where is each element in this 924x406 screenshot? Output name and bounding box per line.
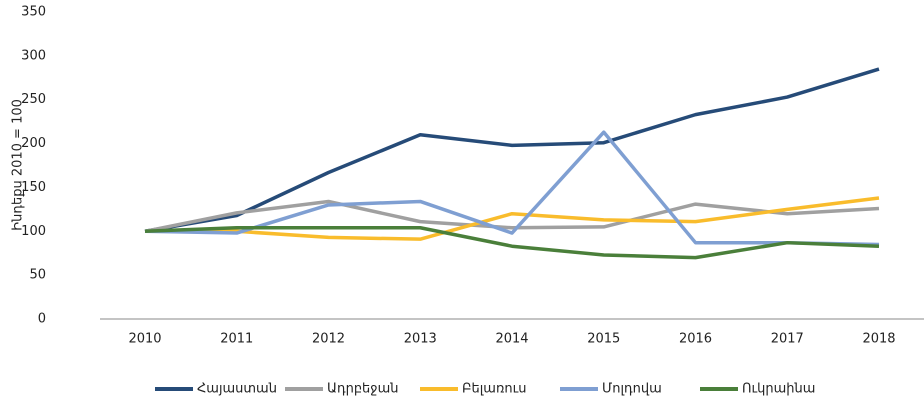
legend-label: Մոլդովա (602, 382, 662, 397)
x-tick-label: 2011 (220, 332, 253, 347)
series-line (145, 69, 879, 231)
y-axis-label: Ինդեքս 2010 = 100 (11, 99, 26, 231)
y-tick-label: 50 (29, 268, 46, 283)
y-tick-label: 350 (21, 5, 46, 20)
y-tick-label: 100 (21, 224, 46, 239)
legend-label: Ուկրաինա (742, 382, 815, 397)
y-tick-label: 150 (21, 180, 46, 195)
x-tick-label: 2017 (771, 332, 804, 347)
x-tick-label: 2010 (128, 332, 161, 347)
x-tick-label: 2013 (404, 332, 437, 347)
y-tick-label: 200 (21, 136, 46, 151)
y-tick-label: 0 (38, 312, 46, 327)
y-tick-label: 300 (21, 48, 46, 63)
chart: Ինդեքս 2010 = 100 0 50 100 150 200 250 300 350 2… (0, 0, 924, 406)
x-tick-label: 2016 (679, 332, 712, 347)
x-tick-label: 2018 (862, 332, 895, 347)
x-tick-label: 2014 (495, 332, 528, 347)
y-tick-label: 250 (21, 92, 46, 107)
x-tick-label: 2012 (312, 332, 345, 347)
x-tick-label: 2015 (587, 332, 620, 347)
legend-label: Հայաստան (197, 382, 277, 397)
legend-label: Ադրբեջան (327, 382, 398, 397)
legend-label: Բելառուս (462, 382, 527, 397)
